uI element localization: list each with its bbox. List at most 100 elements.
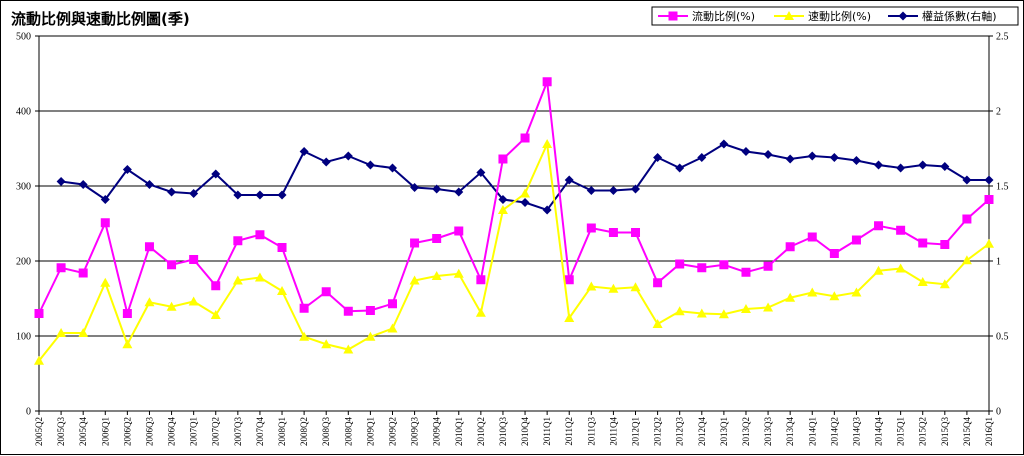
data-point xyxy=(432,234,442,243)
data-point xyxy=(100,218,110,228)
x-tick-label: 2009Q2 xyxy=(387,417,397,446)
x-tick-label: 2010Q3 xyxy=(498,417,508,446)
data-point xyxy=(895,263,906,273)
data-point xyxy=(34,309,44,318)
data-point xyxy=(608,283,619,293)
data-point xyxy=(144,242,154,252)
data-point xyxy=(564,275,574,285)
data-point xyxy=(763,302,774,312)
data-point xyxy=(898,11,908,21)
y-right-tick-label: 0 xyxy=(996,407,1001,418)
data-point xyxy=(586,281,597,291)
legend-label: 速動比例(%) xyxy=(808,9,871,23)
y-right-tick-label: 2 xyxy=(996,107,1001,118)
x-tick-label: 2009Q3 xyxy=(410,417,420,446)
data-point xyxy=(939,279,950,289)
x-tick-label: 2006Q1 xyxy=(100,417,110,446)
data-point xyxy=(674,306,685,316)
data-point xyxy=(542,77,552,87)
x-tick-label: 2015Q2 xyxy=(918,417,928,446)
y-right-tick-label: 0.5 xyxy=(996,332,1009,343)
data-point xyxy=(476,168,486,177)
y-left-tick-label: 300 xyxy=(16,182,31,193)
x-tick-label: 2006Q3 xyxy=(144,417,154,446)
data-point xyxy=(652,319,663,328)
x-tick-label: 2007Q1 xyxy=(189,417,199,446)
data-point xyxy=(233,190,243,200)
x-tick-label: 2015Q4 xyxy=(962,417,972,446)
data-point xyxy=(564,313,575,322)
data-point xyxy=(167,187,177,197)
data-point xyxy=(586,186,596,195)
data-point xyxy=(668,11,678,21)
data-point xyxy=(631,228,641,237)
data-point xyxy=(719,260,729,270)
data-point xyxy=(166,301,177,311)
x-tick-label: 2011Q4 xyxy=(608,417,618,446)
x-tick-label: 2007Q2 xyxy=(211,417,221,446)
data-point xyxy=(784,11,794,20)
data-point xyxy=(520,198,530,207)
data-point xyxy=(497,205,508,214)
data-point xyxy=(631,184,641,194)
data-point xyxy=(874,221,884,231)
data-point xyxy=(829,291,840,301)
data-point xyxy=(277,286,288,295)
data-point xyxy=(542,205,552,215)
x-tick-label: 2015Q3 xyxy=(940,417,950,446)
data-point xyxy=(453,268,464,278)
grid-lines xyxy=(39,35,989,337)
data-point xyxy=(851,156,861,165)
data-point xyxy=(653,278,663,288)
data-point xyxy=(233,236,243,246)
x-tick-label: 2014Q3 xyxy=(851,417,861,446)
data-point xyxy=(498,154,508,164)
data-point xyxy=(78,180,88,189)
y-right-tick-label: 1.5 xyxy=(996,182,1009,193)
series-line xyxy=(38,140,990,362)
data-point xyxy=(343,151,353,161)
data-point xyxy=(851,287,862,297)
x-tick-label: 2013Q3 xyxy=(763,417,773,446)
data-point xyxy=(630,282,641,292)
x-tick-label: 2009Q4 xyxy=(432,417,442,446)
data-point xyxy=(653,153,663,162)
axes: 0 100 200 300 400 500 0 0.5 1 1.5 2 2.5 2005Q2 2005Q3… xyxy=(16,32,1009,447)
data-point xyxy=(961,255,972,265)
data-point xyxy=(940,240,950,249)
legend: 流動比例(%) 速動比例(%) 權益係數(右軸) xyxy=(651,6,1019,26)
x-tick-label: 2016Q1 xyxy=(984,417,994,446)
legend-label: 流動比例(%) xyxy=(692,9,755,23)
y-left-tick-label: 400 xyxy=(16,107,31,118)
data-point xyxy=(454,226,464,236)
data-point xyxy=(299,147,309,156)
y-left-tick-label: 0 xyxy=(26,407,31,418)
data-point xyxy=(719,139,729,149)
data-point xyxy=(100,277,111,287)
x-tick-label: 2008Q3 xyxy=(321,417,331,446)
data-point xyxy=(255,190,265,200)
data-point xyxy=(210,310,221,319)
data-point xyxy=(984,238,994,248)
x-tick-label: 2005Q2 xyxy=(34,417,44,446)
data-point xyxy=(321,339,332,349)
data-point xyxy=(918,238,928,248)
x-tick-label: 2010Q1 xyxy=(454,417,464,446)
data-point xyxy=(56,177,66,186)
series-1 xyxy=(34,139,994,365)
x-tick-label: 2013Q1 xyxy=(719,417,729,446)
data-point xyxy=(740,304,751,313)
x-tick-label: 2011Q2 xyxy=(564,417,574,446)
data-point xyxy=(785,242,795,252)
data-point xyxy=(188,296,199,306)
data-point xyxy=(365,306,375,315)
data-point xyxy=(144,297,155,307)
data-point xyxy=(277,243,287,252)
x-tick-label: 2008Q4 xyxy=(343,417,353,446)
data-point xyxy=(785,292,796,302)
x-tick-label: 2012Q4 xyxy=(697,417,707,446)
data-point xyxy=(277,190,287,200)
data-point xyxy=(343,306,353,316)
data-point xyxy=(542,139,553,148)
